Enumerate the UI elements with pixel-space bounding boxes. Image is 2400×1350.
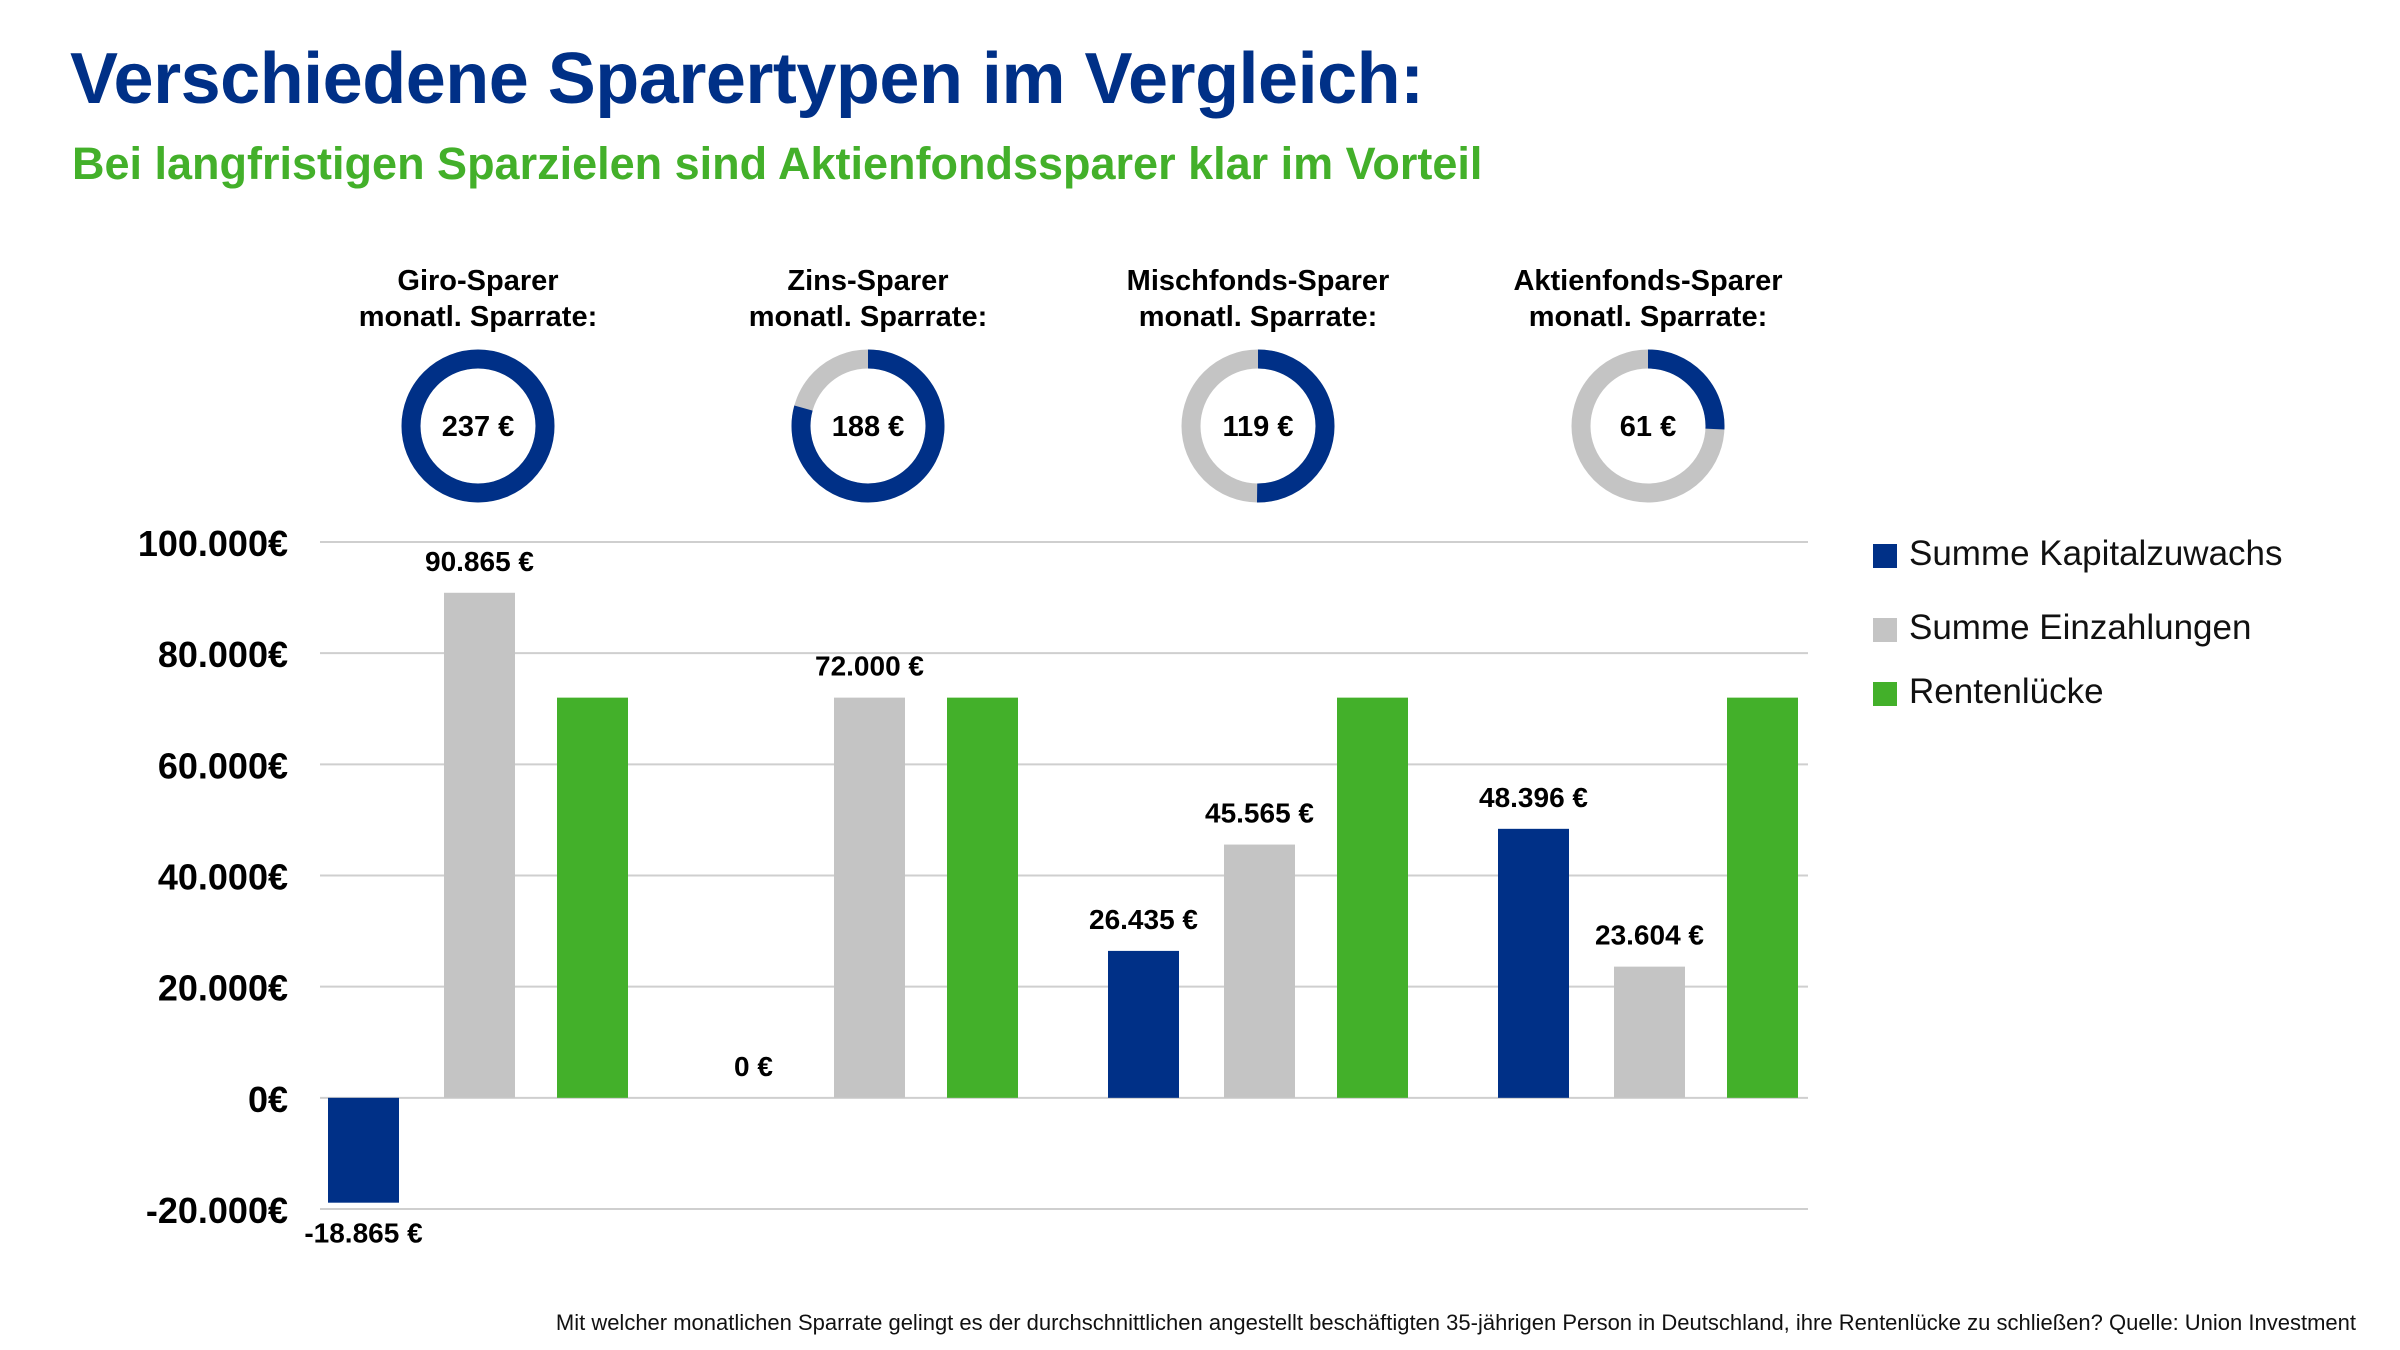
donut-value-label: 119 € [1223,411,1294,443]
chart-title: Verschiedene Sparertypen im Vergleich: [70,39,1424,119]
donut-slice [1256,349,1335,503]
donut-label-line2: monatl. Sparrate: [749,301,988,333]
legend-swatch [1873,682,1897,706]
y-tick-label: 80.000€ [158,634,288,675]
bar-2-1 [947,697,1018,1098]
donut-slice [401,349,555,503]
donut-label-line2: monatl. Sparrate: [1529,301,1768,333]
legend-swatch [1873,618,1897,642]
legend-label: Summe Einzahlungen [1909,608,2252,647]
bar-2-0 [557,697,628,1098]
donut-label-line1: Giro-Sparer [397,265,558,297]
legend-label: Summe Kapitalzuwachs [1909,534,2283,573]
y-tick-label: 60.000€ [158,745,288,786]
donut-label-line1: Aktienfonds-Sparer [1513,265,1782,297]
donut-slice [791,349,945,503]
bar-value-label: 48.396 € [1479,782,1588,813]
donut-slice [1647,349,1725,430]
bar-2-2 [1337,697,1408,1098]
bar-value-label: 45.565 € [1205,798,1314,829]
donut-value-label: 188 € [832,411,905,443]
donut-label-line1: Mischfonds-Sparer [1127,265,1390,297]
footnote: Mit welcher monatlichen Sparrate gelingt… [555,1310,2356,1335]
donut-value-label: 237 € [442,411,515,443]
y-tick-label: 20.000€ [158,968,288,1009]
bar-1-1 [834,697,905,1098]
bar-value-label: 23.604 € [1595,920,1704,951]
bar-1-3 [1614,966,1685,1098]
donut-label-line1: Zins-Sparer [787,265,948,297]
bar-value-label: -18.865 € [304,1218,423,1249]
bar-0-3 [1498,828,1569,1098]
chart-subtitle: Bei langfristigen Sparzielen sind Aktien… [72,138,1483,189]
y-tick-label: 0€ [248,1079,288,1120]
legend-label: Rentenlücke [1909,672,2104,711]
donut-value-label: 61 € [1620,411,1676,443]
bar-value-label: 90.865 € [425,546,534,577]
y-tick-label: -20.000€ [146,1190,288,1231]
donut-label-line2: monatl. Sparrate: [359,301,598,333]
bar-0-2 [1108,950,1179,1098]
donut-label-line2: monatl. Sparrate: [1139,301,1378,333]
bar-1-0 [444,592,515,1098]
y-tick-label: 100.000€ [138,523,288,564]
bar-2-3 [1727,697,1798,1098]
y-tick-label: 40.000€ [158,857,288,898]
bar-1-2 [1224,844,1295,1098]
bar-value-label: 0 € [734,1051,773,1082]
bar-value-label: 26.435 € [1089,904,1198,935]
bar-value-label: 72.000 € [815,651,924,682]
legend-swatch [1873,544,1897,568]
bar-0-0 [328,1097,399,1203]
